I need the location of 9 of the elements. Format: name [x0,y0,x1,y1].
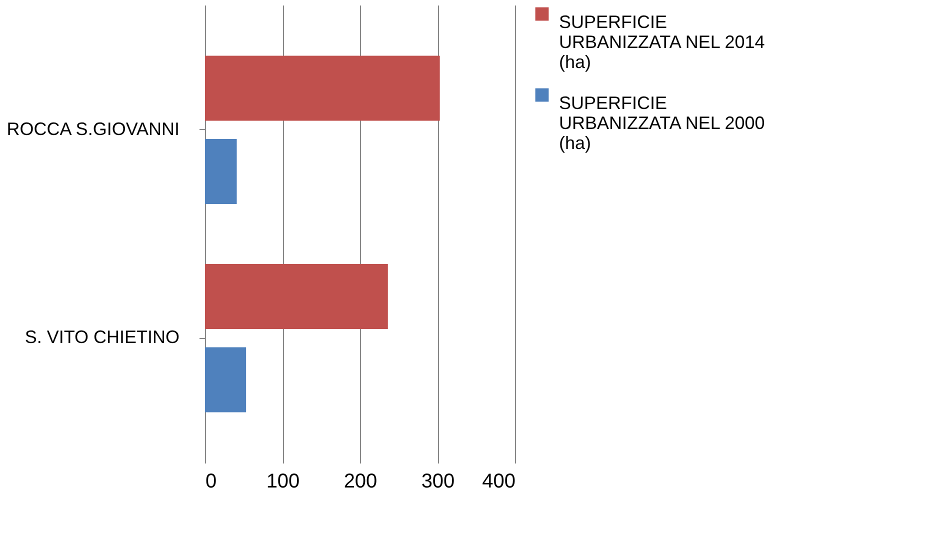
x-tick-label: 0 [206,470,217,492]
legend-label: SUPERFICIE URBANIZZATA NEL 2014 (ha) [559,12,765,72]
y-tick-label: S. VITO CHIETINO [24,327,180,348]
y-tick-label: ROCCA S.GIOVANNI [6,118,180,139]
x-tick-label: 300 [421,470,455,492]
x-tick-label: 100 [266,470,300,492]
x-tick-label: 400 [482,470,516,492]
legend-label: SUPERFICIE URBANIZZATA NEL 2000 (ha) [559,93,765,153]
x-tick-label: 200 [344,470,378,492]
